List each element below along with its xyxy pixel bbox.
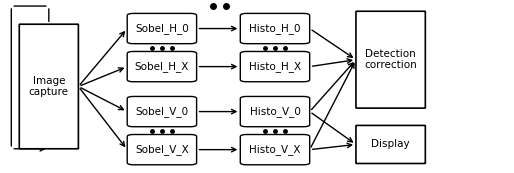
Text: Sobel_V_0: Sobel_V_0: [135, 106, 189, 117]
FancyBboxPatch shape: [127, 52, 196, 82]
FancyBboxPatch shape: [127, 97, 196, 127]
FancyBboxPatch shape: [20, 24, 79, 149]
Text: Sobel_H_0: Sobel_H_0: [135, 23, 189, 34]
Text: Histo_V_X: Histo_V_X: [249, 144, 301, 155]
Text: Image
capture: Image capture: [29, 76, 69, 97]
FancyBboxPatch shape: [127, 135, 196, 165]
FancyBboxPatch shape: [127, 13, 196, 44]
Text: Sobel_H_X: Sobel_H_X: [135, 61, 189, 72]
Text: Detection
correction: Detection correction: [364, 49, 417, 70]
FancyBboxPatch shape: [241, 13, 309, 44]
Text: Display: Display: [371, 139, 410, 149]
FancyBboxPatch shape: [241, 135, 309, 165]
FancyBboxPatch shape: [241, 52, 309, 82]
Text: Histo_H_X: Histo_H_X: [249, 61, 301, 72]
Text: Sobel_V_X: Sobel_V_X: [135, 144, 189, 155]
FancyBboxPatch shape: [356, 11, 426, 108]
FancyBboxPatch shape: [356, 125, 426, 163]
Text: Histo_V_0: Histo_V_0: [250, 106, 300, 117]
Text: Histo_H_0: Histo_H_0: [249, 23, 301, 34]
FancyBboxPatch shape: [241, 97, 309, 127]
